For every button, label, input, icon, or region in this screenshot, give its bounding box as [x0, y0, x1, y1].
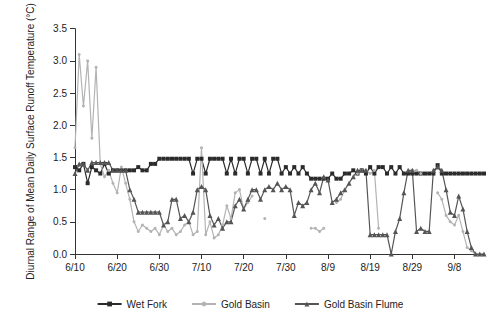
svg-text:6/20: 6/20: [107, 262, 127, 273]
svg-text:2.0: 2.0: [53, 120, 67, 131]
svg-text:0.0: 0.0: [53, 249, 67, 260]
svg-text:3.5: 3.5: [53, 23, 67, 34]
svg-text:9/8: 9/8: [448, 262, 462, 273]
svg-text:8/9: 8/9: [321, 262, 335, 273]
svg-text:2.5: 2.5: [53, 88, 67, 99]
svg-text:0.5: 0.5: [53, 216, 67, 227]
svg-text:Gold Basin: Gold Basin: [221, 299, 270, 310]
svg-text:6/30: 6/30: [150, 262, 170, 273]
svg-text:1.0: 1.0: [53, 184, 67, 195]
svg-text:Wet Fork: Wet Fork: [127, 299, 168, 310]
svg-text:8/29: 8/29: [403, 262, 423, 273]
svg-text:7/20: 7/20: [234, 262, 254, 273]
svg-text:7/10: 7/10: [192, 262, 212, 273]
svg-text:7/30: 7/30: [276, 262, 296, 273]
svg-text:1.5: 1.5: [53, 152, 67, 163]
svg-text:Gold Basin Flume: Gold Basin Flume: [324, 299, 404, 310]
svg-text:Diurnal Range of Mean Daily Su: Diurnal Range of Mean Daily Surface Runo…: [25, 3, 36, 280]
svg-text:6/10: 6/10: [65, 262, 85, 273]
svg-text:8/19: 8/19: [360, 262, 380, 273]
svg-text:3.0: 3.0: [53, 55, 67, 66]
